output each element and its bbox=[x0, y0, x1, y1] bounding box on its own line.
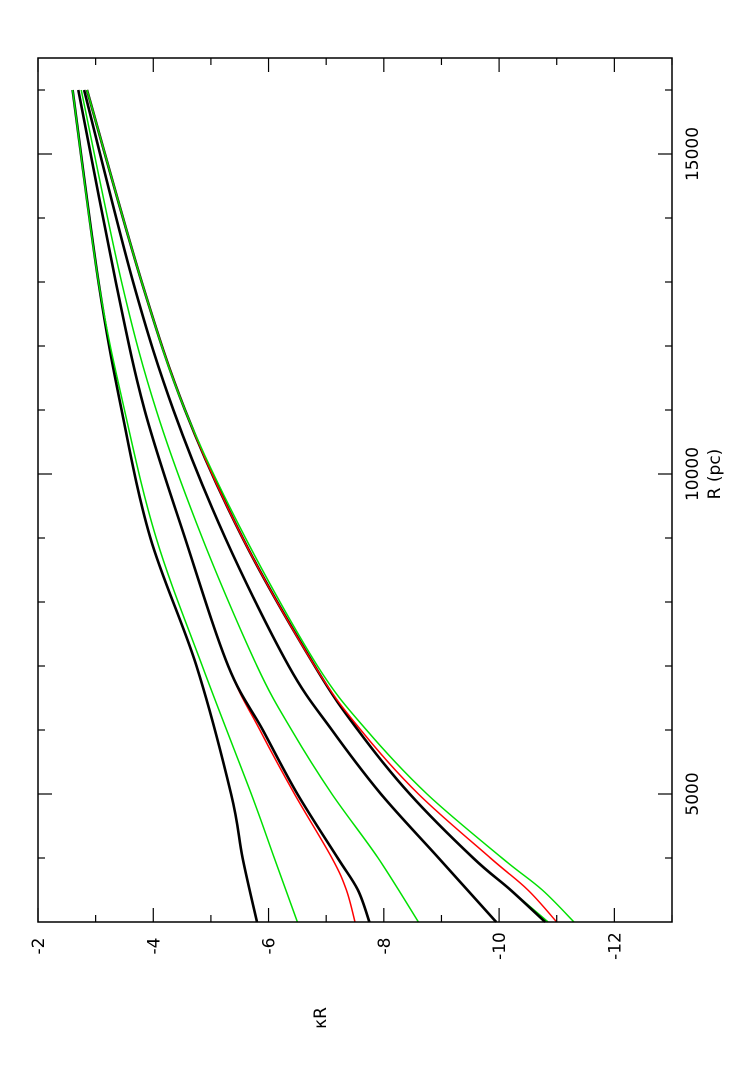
x-tick-label: 5000 bbox=[683, 772, 703, 815]
series-line-4-black bbox=[77, 89, 371, 923]
y-tick-label: -12 bbox=[605, 932, 625, 960]
series-line-3-red bbox=[77, 89, 356, 923]
series-line-6-black bbox=[82, 89, 498, 923]
x-tick-label: 10000 bbox=[683, 447, 703, 501]
series-line-8-black bbox=[85, 89, 547, 923]
x-tick-label: 15000 bbox=[683, 127, 703, 181]
tick-layer: -2 -4 -6 -8 -10 -12 5000 10000 15000 bbox=[29, 58, 703, 960]
x-axis-label: R (pc) bbox=[705, 449, 725, 500]
y-axis-label: κR bbox=[311, 1007, 331, 1029]
series-line-5-green bbox=[80, 89, 420, 923]
series-line-2-green bbox=[71, 89, 299, 923]
series-line-9-red bbox=[86, 89, 558, 923]
series-line-7-green bbox=[86, 89, 549, 923]
y-tick-label: -4 bbox=[144, 938, 164, 955]
y-tick-label: -10 bbox=[490, 932, 510, 960]
plot-frame bbox=[37, 57, 673, 923]
plot-layer bbox=[71, 89, 575, 923]
y-tick-label: -6 bbox=[260, 938, 280, 955]
y-tick-label: -2 bbox=[29, 938, 49, 955]
series-line-10-green bbox=[86, 89, 575, 923]
y-tick-label: -8 bbox=[375, 938, 395, 955]
